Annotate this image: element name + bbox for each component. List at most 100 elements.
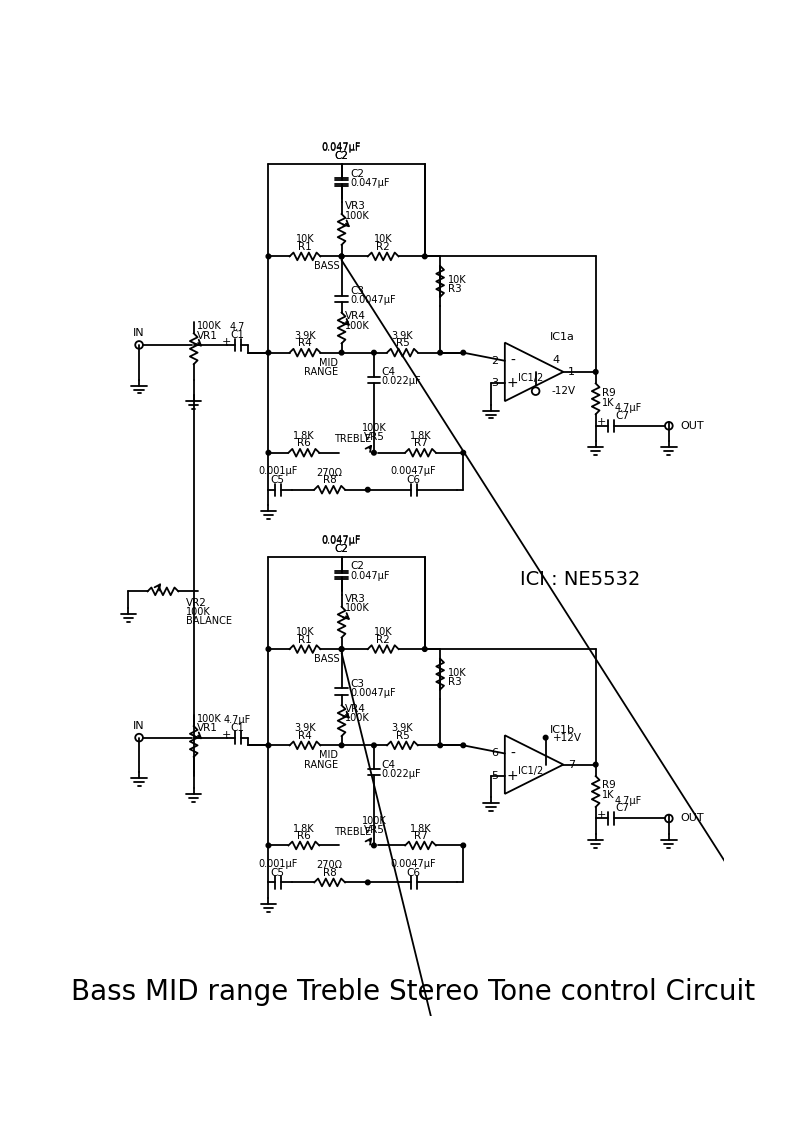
Text: BALANCE: BALANCE — [186, 617, 232, 626]
Circle shape — [461, 743, 466, 748]
Text: 10K: 10K — [295, 234, 315, 244]
Text: R9: R9 — [602, 387, 616, 397]
Text: VR5: VR5 — [363, 825, 384, 835]
Text: 4.7μF: 4.7μF — [615, 796, 642, 806]
Text: 10K: 10K — [448, 275, 466, 284]
Circle shape — [339, 254, 344, 259]
Text: R1: R1 — [298, 635, 312, 645]
Text: VR4: VR4 — [345, 705, 366, 714]
Text: R6: R6 — [297, 831, 311, 842]
Text: +: + — [597, 810, 607, 820]
Circle shape — [461, 351, 466, 355]
Text: 0.047μF: 0.047μF — [322, 142, 362, 152]
Text: C2: C2 — [335, 544, 349, 554]
Circle shape — [266, 254, 271, 259]
Text: 6: 6 — [491, 748, 499, 758]
Text: 0.047μF: 0.047μF — [322, 143, 362, 153]
Circle shape — [593, 370, 598, 375]
Text: +: + — [222, 337, 232, 347]
Text: IN: IN — [133, 721, 145, 731]
Circle shape — [266, 450, 271, 455]
Text: 5: 5 — [491, 771, 499, 781]
Text: 1K: 1K — [602, 790, 614, 801]
Text: 100K: 100K — [345, 210, 370, 220]
Text: VR4: VR4 — [345, 312, 366, 321]
Text: 0.001μF: 0.001μF — [258, 466, 297, 476]
Text: 1.8K: 1.8K — [293, 823, 315, 834]
Text: 0.047μF: 0.047μF — [351, 571, 391, 580]
Text: IN: IN — [133, 329, 145, 338]
Circle shape — [371, 351, 376, 355]
Text: VR1: VR1 — [197, 331, 218, 340]
Text: 10K: 10K — [374, 234, 392, 244]
Text: IC1/2: IC1/2 — [517, 373, 543, 383]
Text: 10K: 10K — [448, 668, 466, 677]
Circle shape — [339, 351, 344, 355]
Text: VR2: VR2 — [186, 598, 207, 608]
Text: RANGE: RANGE — [303, 367, 338, 377]
Text: R2: R2 — [376, 635, 390, 645]
Text: R8: R8 — [323, 475, 337, 485]
Text: MID: MID — [319, 750, 338, 761]
Text: +: + — [507, 769, 518, 782]
Text: 100K: 100K — [362, 815, 387, 826]
Text: 0.0047μF: 0.0047μF — [351, 687, 396, 698]
Text: Bass MID range Treble Stereo Tone control Circuit: Bass MID range Treble Stereo Tone contro… — [71, 978, 755, 1006]
Text: 10K: 10K — [295, 627, 315, 637]
Text: BASS: BASS — [314, 654, 339, 665]
Text: R6: R6 — [297, 439, 311, 449]
Text: 1.8K: 1.8K — [410, 431, 431, 441]
Text: TREBLE: TREBLE — [334, 434, 371, 444]
Circle shape — [438, 743, 442, 748]
Text: 0.022μF: 0.022μF — [382, 376, 421, 386]
Text: 2: 2 — [491, 356, 499, 365]
Circle shape — [339, 254, 344, 259]
Circle shape — [461, 843, 466, 847]
Text: 0.0047μF: 0.0047μF — [391, 466, 437, 476]
Text: 4: 4 — [552, 354, 559, 364]
Text: MID: MID — [319, 357, 338, 368]
Text: C4: C4 — [382, 759, 395, 770]
Text: VR3: VR3 — [345, 201, 366, 211]
Circle shape — [339, 646, 344, 651]
Circle shape — [371, 743, 376, 748]
Circle shape — [266, 351, 271, 355]
Text: 3.9K: 3.9K — [391, 723, 413, 733]
Text: R3: R3 — [448, 284, 462, 295]
Circle shape — [266, 843, 271, 847]
Circle shape — [339, 743, 344, 748]
Circle shape — [438, 351, 442, 355]
Text: R5: R5 — [395, 731, 409, 741]
Text: 0.0047μF: 0.0047μF — [391, 859, 437, 869]
Text: 270Ω: 270Ω — [316, 468, 343, 477]
Text: C2: C2 — [335, 151, 349, 161]
Text: R3: R3 — [448, 677, 462, 686]
Circle shape — [366, 880, 370, 885]
Text: 3.9K: 3.9K — [295, 331, 316, 340]
Text: 10K: 10K — [374, 627, 392, 637]
Text: C5: C5 — [270, 475, 285, 485]
Text: 1: 1 — [568, 367, 575, 377]
Text: TREBLE: TREBLE — [334, 827, 371, 837]
Text: C2: C2 — [351, 169, 365, 178]
Text: C3: C3 — [351, 678, 365, 689]
Text: 100K: 100K — [197, 321, 222, 331]
Circle shape — [593, 762, 598, 767]
Text: 100K: 100K — [197, 714, 222, 724]
Text: C3: C3 — [351, 286, 365, 296]
Text: 3: 3 — [491, 378, 499, 388]
Text: 100K: 100K — [362, 423, 387, 433]
Text: 270Ω: 270Ω — [316, 860, 343, 870]
Text: R8: R8 — [323, 868, 337, 878]
Text: +: + — [507, 376, 518, 391]
Text: C5: C5 — [270, 868, 285, 878]
Circle shape — [543, 735, 548, 740]
Text: IC1a: IC1a — [550, 332, 575, 343]
Text: -: - — [510, 747, 515, 761]
Text: VR3: VR3 — [345, 594, 366, 604]
Text: R7: R7 — [414, 439, 428, 449]
Text: R9: R9 — [602, 780, 616, 790]
Text: 0.047μF: 0.047μF — [322, 536, 362, 546]
Text: C6: C6 — [407, 475, 420, 485]
Text: 3.9K: 3.9K — [295, 723, 316, 733]
